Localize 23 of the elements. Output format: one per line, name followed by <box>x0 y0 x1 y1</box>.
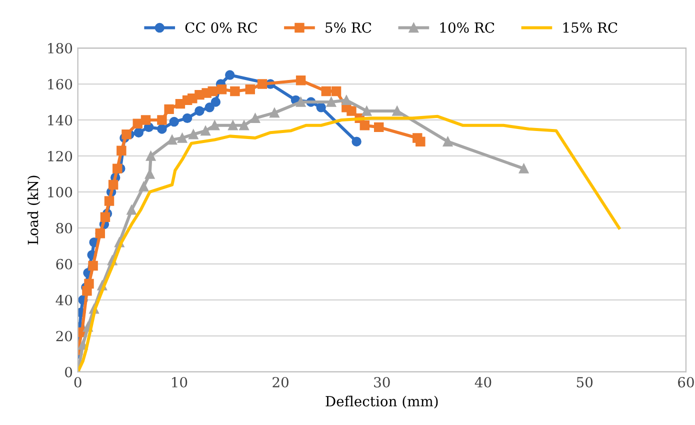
legend-label: 15% RC <box>563 22 618 33</box>
y-tick-label: 20 <box>56 330 72 342</box>
x-tick-label: 10 <box>172 376 188 388</box>
y-tick-label: 120 <box>48 150 72 162</box>
y-tick-label: 80 <box>56 222 72 234</box>
y-tick-label: 100 <box>48 186 72 198</box>
y-tick-label: 160 <box>48 78 72 90</box>
y-tick-label: 40 <box>56 294 72 306</box>
y-axis-title: Load (kN) <box>27 176 40 244</box>
legend-label: CC 0% RC <box>185 22 257 33</box>
legend-label: 10% RC <box>440 22 494 33</box>
x-tick-label: 60 <box>678 376 694 388</box>
x-tick-label: 0 <box>74 376 82 388</box>
x-tick-label: 40 <box>474 376 492 388</box>
x-tick-label: 20 <box>272 376 288 388</box>
x-tick-label: 30 <box>374 376 390 388</box>
x-tick-label: 50 <box>576 376 593 388</box>
y-tick-label: 0 <box>65 366 72 378</box>
x-axis-title: Deflection (mm) <box>326 396 438 408</box>
y-tick-label: 60 <box>56 258 72 270</box>
legend-label: 5% RC <box>326 22 372 33</box>
y-tick-label: 140 <box>48 114 72 126</box>
y-tick-label: 180 <box>48 42 72 54</box>
